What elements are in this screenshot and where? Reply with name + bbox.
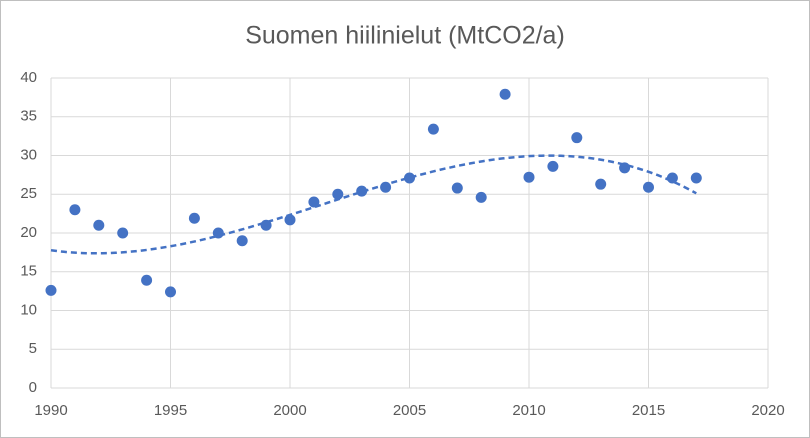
x-tick-label: 2010 — [512, 402, 545, 419]
point — [643, 181, 654, 193]
point — [427, 123, 439, 135]
point — [666, 172, 678, 184]
point — [499, 88, 511, 100]
point — [690, 172, 702, 184]
point — [356, 185, 368, 197]
point — [619, 162, 631, 174]
x-tick-label: 2005 — [393, 402, 426, 419]
point — [595, 178, 607, 190]
point — [547, 160, 559, 172]
point — [236, 235, 248, 247]
point — [165, 286, 176, 298]
point — [260, 219, 272, 231]
y-tick-label: 25 — [20, 185, 37, 202]
point — [523, 171, 535, 183]
x-tick-label: 2020 — [751, 402, 784, 419]
chart-title: Suomen hiilinielut (MtCO2/a) — [245, 22, 565, 50]
point — [404, 172, 415, 184]
x-tick-label: 1990 — [34, 402, 67, 419]
point — [45, 284, 57, 296]
point — [451, 182, 463, 194]
point — [212, 227, 224, 239]
y-tick-label: 20 — [20, 224, 37, 241]
trendline — [50, 154, 697, 255]
x-tick-label: 1995 — [154, 402, 187, 419]
point — [188, 212, 200, 224]
y-tick-label: 35 — [20, 108, 37, 125]
y-tick-label: 30 — [20, 146, 37, 163]
point — [284, 214, 296, 226]
y-tick-label: 40 — [20, 69, 37, 86]
x-tick-label: 2015 — [632, 402, 665, 419]
point — [93, 219, 105, 231]
point — [475, 191, 487, 203]
point — [117, 227, 129, 239]
y-tick-label: 0 — [29, 379, 37, 396]
point — [308, 196, 320, 208]
point — [69, 204, 81, 216]
y-tick-label: 10 — [20, 301, 37, 318]
point — [380, 181, 392, 193]
point — [141, 274, 153, 286]
x-tick-label: 2000 — [273, 402, 306, 419]
point — [571, 132, 583, 144]
y-tick-label: 5 — [29, 340, 37, 357]
point — [332, 188, 344, 200]
y-tick-label: 15 — [20, 263, 37, 280]
